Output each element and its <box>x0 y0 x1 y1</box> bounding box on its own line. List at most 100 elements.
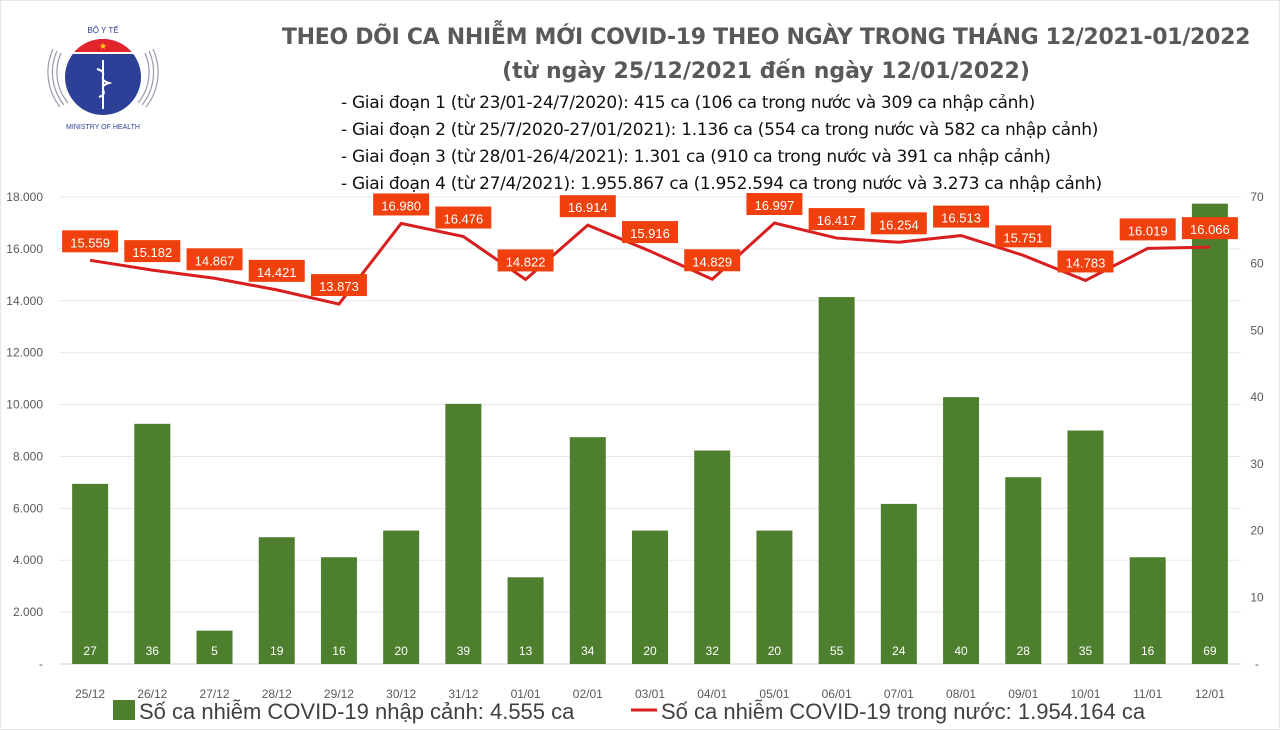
line-label: 16.980 <box>381 198 421 213</box>
line-label: 16.914 <box>568 200 608 215</box>
x-axis-tick: 27/12 <box>200 687 230 701</box>
line-label-box <box>559 195 616 218</box>
line-label: 16.417 <box>817 213 857 228</box>
line-label-box <box>933 205 990 228</box>
line-label: 16.476 <box>443 212 483 227</box>
svg-text:★: ★ <box>99 41 107 51</box>
x-axis-tick: 05/01 <box>759 687 789 701</box>
left-axis-tick: 18.000 <box>6 190 43 204</box>
x-axis-tick: 09/01 <box>1008 687 1038 701</box>
legend-bar-swatch <box>113 700 135 720</box>
bar-imported-10/01 <box>1067 430 1104 664</box>
bar-imported-09/01 <box>1005 477 1042 664</box>
bar-label: 69 <box>1203 644 1217 658</box>
bar-imported-11/01 <box>1129 557 1166 664</box>
legend-line-label: Số ca nhiễm COVID-19 trong nước: 1.954.1… <box>661 699 1146 724</box>
line-label: 15.182 <box>132 245 172 260</box>
bar-imported-27/12 <box>196 630 233 664</box>
bar-label: 35 <box>1079 644 1093 658</box>
line-label: 14.822 <box>506 254 546 269</box>
bar-imported-07/01 <box>880 503 917 664</box>
left-axis-tick: 2.000 <box>13 605 43 619</box>
left-axis-tick: 6.000 <box>13 501 43 515</box>
line-label: 16.997 <box>755 198 795 213</box>
line-label-box <box>1181 217 1238 240</box>
line-label-box <box>497 249 554 272</box>
line-label: 14.421 <box>257 265 297 280</box>
right-axis-tick: 70 <box>1250 190 1264 204</box>
x-axis-tick: 08/01 <box>946 687 976 701</box>
legend-bar-label: Số ca nhiễm COVID-19 nhập cảnh: 4.555 ca <box>139 699 575 724</box>
bar-label: 20 <box>394 644 408 658</box>
line-label-box <box>186 248 243 271</box>
left-axis-tick: 14.000 <box>6 294 43 308</box>
right-axis-tick: 30 <box>1250 457 1264 471</box>
line-label: 16.019 <box>1128 223 1168 238</box>
x-axis-tick: 12/01 <box>1195 687 1225 701</box>
bar-imported-28/12 <box>258 537 295 664</box>
line-label-box <box>435 206 492 229</box>
line-label-box <box>62 230 119 253</box>
right-axis-tick: 10 <box>1250 590 1264 604</box>
line-label-box <box>1057 250 1114 273</box>
bar-imported-30/12 <box>383 530 420 664</box>
x-axis-tick: 06/01 <box>822 687 852 701</box>
bar-label: 32 <box>706 644 720 658</box>
bar-label: 24 <box>892 644 906 658</box>
x-axis-tick: 04/01 <box>697 687 727 701</box>
bar-imported-26/12 <box>134 423 171 664</box>
line-label: 15.916 <box>630 226 670 241</box>
line-label: 15.751 <box>1003 230 1043 245</box>
bar-imported-08/01 <box>943 397 980 664</box>
bar-label: 36 <box>146 644 160 658</box>
right-axis-tick: 60 <box>1250 257 1264 271</box>
x-axis-tick: 28/12 <box>262 687 292 701</box>
bar-label: 16 <box>332 644 346 658</box>
x-axis-tick: 25/12 <box>75 687 105 701</box>
bar-imported-25/12 <box>72 483 109 664</box>
line-label-box <box>1119 218 1176 241</box>
left-axis-tick: 16.000 <box>6 242 43 256</box>
line-label-box <box>870 212 927 235</box>
right-axis-tick: 50 <box>1250 323 1264 337</box>
x-axis-tick: 30/12 <box>386 687 416 701</box>
line-label-box <box>373 193 430 216</box>
bar-label: 13 <box>519 644 533 658</box>
bar-label: 5 <box>211 644 218 658</box>
phase-3-text: - Giai đoạn 3 (từ 28/01-26/4/2021): 1.30… <box>341 147 1051 167</box>
bar-label: 40 <box>954 644 968 658</box>
bar-imported-05/01 <box>756 530 793 664</box>
bar-label: 19 <box>270 644 284 658</box>
x-axis-tick: 01/01 <box>511 687 541 701</box>
x-axis-tick: 29/12 <box>324 687 354 701</box>
left-axis-tick: - <box>39 657 43 671</box>
line-label-box <box>248 259 305 282</box>
phase-2-text: - Giai đoạn 2 (từ 25/7/2020-27/01/2021):… <box>341 120 1099 140</box>
bar-imported-12/01 <box>1191 203 1228 664</box>
bar-label: 16 <box>1141 644 1155 658</box>
bar-label: 28 <box>1017 644 1031 658</box>
line-label: 14.783 <box>1066 255 1106 270</box>
left-axis-tick: 10.000 <box>6 398 43 412</box>
line-label: 16.513 <box>941 211 981 226</box>
line-label-box <box>746 193 803 216</box>
x-axis-tick: 26/12 <box>137 687 167 701</box>
phase-4-text: - Giai đoạn 4 (từ 27/4/2021): 1.955.867 … <box>341 174 1102 194</box>
bar-imported-03/01 <box>632 530 668 664</box>
bar-label: 34 <box>581 644 595 658</box>
line-label-box <box>310 274 367 297</box>
right-axis-tick: - <box>1255 657 1259 671</box>
line-label-box <box>995 225 1052 248</box>
bar-label: 27 <box>83 644 97 658</box>
left-axis-tick: 8.000 <box>13 449 43 463</box>
x-axis-tick: 03/01 <box>635 687 665 701</box>
bar-label: 39 <box>457 644 471 658</box>
line-domestic <box>89 221 1210 306</box>
bar-label: 55 <box>830 644 844 658</box>
line-label: 13.873 <box>319 279 359 294</box>
line-label: 15.559 <box>70 235 110 250</box>
left-axis-tick: 12.000 <box>6 346 43 360</box>
bar-imported-29/12 <box>320 557 357 664</box>
